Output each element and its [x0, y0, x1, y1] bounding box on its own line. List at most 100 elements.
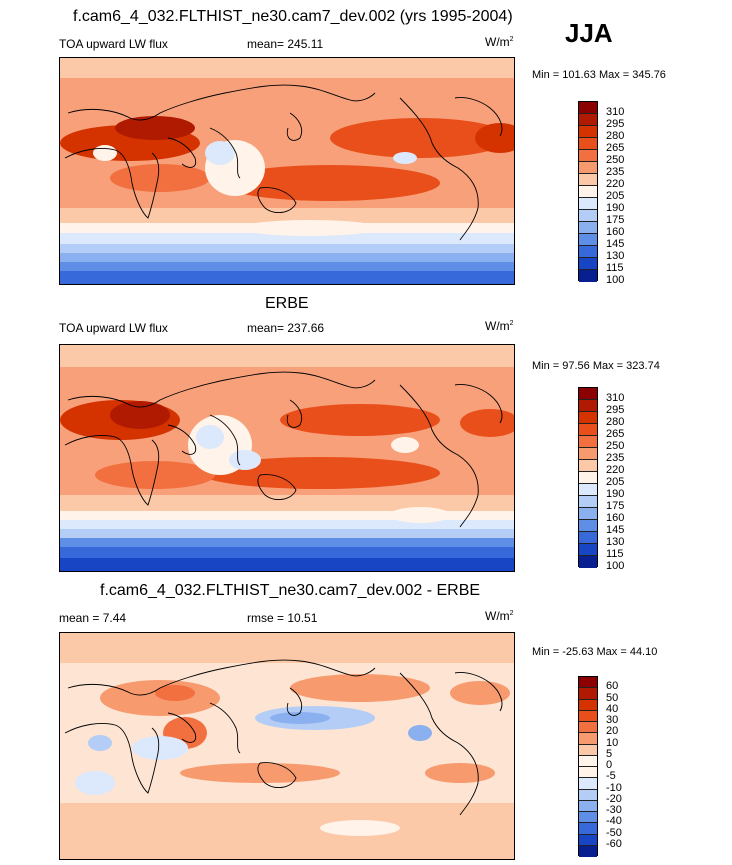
colorbar-segment: [579, 520, 597, 532]
colorbar-level-label: 20: [606, 725, 619, 738]
panel-2-colorbar: [578, 387, 598, 568]
panel-2-mean-label: mean= 237.66: [247, 321, 325, 335]
panel-3-mean-label: mean = 7.44: [59, 611, 127, 625]
colorbar-level-label: 40: [606, 702, 619, 715]
colorbar-segment: [579, 544, 597, 556]
colorbar-segment: [579, 508, 597, 520]
panel-1-map: [59, 57, 515, 285]
colorbar-level-label: 295: [606, 118, 625, 130]
colorbar-segment: [579, 556, 597, 568]
colorbar-segment: [579, 800, 597, 812]
panel-3-rmse-label: rmse = 10.51: [247, 611, 318, 625]
colorbar-level-label: -60: [606, 837, 622, 850]
colorbar-level-label: 115: [606, 262, 624, 274]
colorbar-segment: [579, 126, 597, 138]
colorbar-level-label: -10: [606, 781, 622, 794]
panel-3-map: [59, 632, 515, 860]
colorbar-segment: [579, 710, 597, 722]
colorbar-segment: [579, 472, 597, 484]
colorbar-level-label: 145: [606, 238, 625, 250]
panel-3-minmax: Min = -25.63 Max = 44.10: [532, 646, 658, 658]
colorbar-segment: [579, 424, 597, 436]
colorbar-segment: [579, 246, 597, 258]
colorbar-level-label: 190: [606, 488, 625, 500]
colorbar-segment: [579, 778, 597, 790]
panel-3-title: f.cam6_4_032.FLTHIST_ne30.cam7_dev.002 -…: [100, 582, 481, 599]
colorbar-level-label: 205: [606, 190, 625, 202]
colorbar-segment: [579, 688, 597, 700]
colorbar-level-label: 265: [606, 142, 625, 154]
colorbar-level-label: 175: [606, 500, 625, 512]
colorbar-segment: [579, 699, 597, 711]
panel-2-units: W/m2: [485, 319, 514, 333]
colorbar-segment: [579, 677, 597, 689]
colorbar-segment: [579, 400, 597, 412]
colorbar-segment: [579, 114, 597, 126]
colorbar-level-label: -40: [606, 815, 622, 828]
panel-3-colorbar: [578, 676, 598, 857]
panel-2-variable-label: TOA upward LW flux: [59, 321, 168, 335]
colorbar-segment: [579, 834, 597, 846]
colorbar-segment: [579, 186, 597, 198]
colorbar-level-label: 235: [606, 166, 625, 178]
colorbar-segment: [579, 162, 597, 174]
colorbar-level-label: 235: [606, 452, 625, 464]
colorbar-level-label: -50: [606, 826, 622, 839]
colorbar-segment: [579, 823, 597, 835]
colorbar-segment: [579, 270, 597, 282]
colorbar-segment: [579, 448, 597, 460]
colorbar-level-label: 280: [606, 416, 625, 428]
colorbar-level-label: 5: [606, 747, 613, 760]
colorbar-level-label: 310: [606, 106, 625, 118]
colorbar-level-label: 145: [606, 524, 625, 536]
panel-3-map-field: [60, 633, 514, 859]
colorbar-level-label: 310: [606, 392, 625, 404]
colorbar-level-label: 205: [606, 476, 625, 488]
colorbar-segment: [579, 222, 597, 234]
colorbar-segment: [579, 210, 597, 222]
colorbar-level-label: 115: [606, 548, 624, 560]
colorbar-level-label: 190: [606, 202, 625, 214]
colorbar-segment: [579, 532, 597, 544]
colorbar-segment: [579, 174, 597, 186]
colorbar-level-label: 175: [606, 214, 625, 226]
panel-1-minmax: Min = 101.63 Max = 345.76: [532, 69, 666, 81]
colorbar-segment: [579, 388, 597, 400]
colorbar-level-label: -30: [606, 804, 622, 816]
colorbar-segment: [579, 258, 597, 270]
season-label: JJA: [565, 18, 613, 48]
colorbar-level-label: -20: [606, 792, 622, 805]
panel-2-map: [59, 344, 515, 572]
colorbar-segment: [579, 412, 597, 424]
panel-1-variable-label: TOA upward LW flux: [59, 37, 168, 51]
colorbar-level-label: 0: [606, 759, 613, 771]
colorbar-segment: [579, 733, 597, 745]
colorbar-level-label: 30: [606, 714, 619, 726]
colorbar-segment: [579, 436, 597, 448]
colorbar-segment: [579, 789, 597, 801]
colorbar-level-label: 250: [606, 440, 625, 452]
colorbar-segment: [579, 138, 597, 150]
colorbar-level-label: 100: [606, 274, 625, 286]
colorbar-level-label: 220: [606, 464, 625, 476]
panel-3-units: W/m2: [485, 609, 514, 623]
panel-1-map-field: [60, 58, 514, 284]
colorbar-level-label: -5: [606, 770, 616, 783]
colorbar-segment: [579, 722, 597, 734]
colorbar-level-label: 130: [606, 250, 625, 262]
colorbar-segment: [579, 150, 597, 162]
colorbar-level-label: 160: [606, 512, 625, 524]
colorbar-level-label: 160: [606, 226, 625, 238]
colorbar-segment: [579, 755, 597, 767]
panel-1-mean-label: mean= 245.11: [247, 37, 324, 51]
colorbar-level-label: 220: [606, 178, 625, 190]
panel-2-title: ERBE: [265, 295, 309, 312]
colorbar-level-label: 280: [606, 130, 625, 142]
colorbar-segment: [579, 767, 597, 779]
colorbar-segment: [579, 198, 597, 210]
colorbar-segment: [579, 744, 597, 756]
colorbar-level-label: 10: [606, 736, 619, 749]
colorbar-segment: [579, 234, 597, 246]
colorbar-level-label: 130: [606, 536, 625, 548]
colorbar-level-label: 100: [606, 560, 625, 572]
